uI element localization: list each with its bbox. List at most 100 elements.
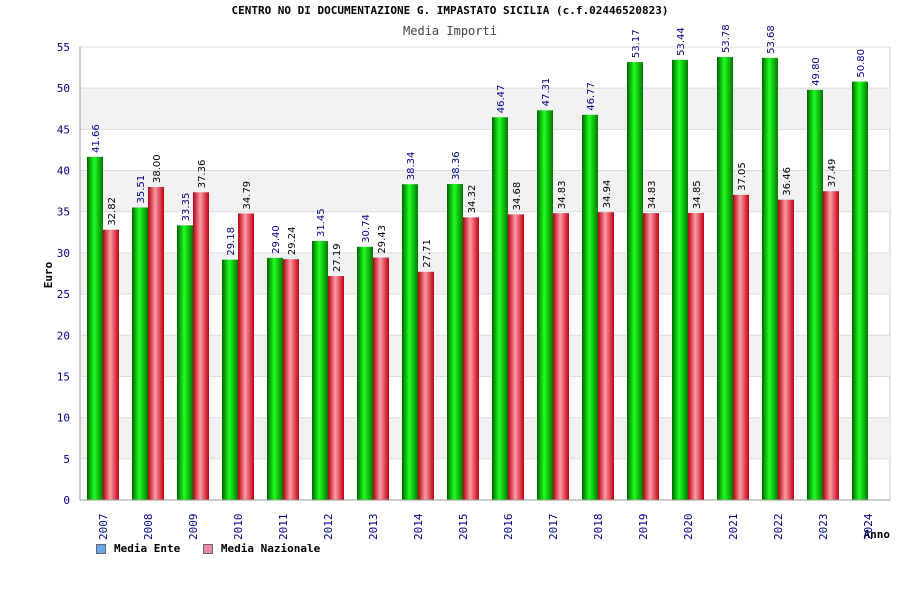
bar-ente (582, 114, 598, 500)
chart-legend: Media Ente Media Nazionale (96, 542, 336, 557)
bar-nazionale (643, 213, 659, 501)
value-label-ente: 50.80 (856, 49, 867, 78)
x-tick-label: 2019 (637, 514, 650, 541)
value-label-nazionale: 36.46 (782, 167, 793, 196)
value-label-nazionale: 27.19 (332, 243, 343, 272)
legend-item-nazionale: Media Nazionale (202, 542, 321, 555)
value-label-ente: 46.77 (586, 82, 597, 111)
bar-nazionale (373, 257, 389, 500)
bar-nazionale (823, 191, 839, 500)
value-label-ente: 31.45 (316, 208, 327, 237)
bar-nazionale (778, 199, 794, 500)
y-tick-label: 20 (57, 329, 70, 342)
chart-subtitle: Media Importi (403, 24, 497, 38)
bar-nazionale (508, 214, 524, 500)
x-tick-label: 2021 (727, 514, 740, 541)
value-label-nazionale: 34.83 (647, 180, 658, 209)
value-label-nazionale: 29.24 (287, 227, 298, 256)
y-tick-label: 45 (57, 123, 70, 136)
value-label-nazionale: 27.71 (422, 239, 433, 268)
x-tick-label: 2012 (322, 514, 335, 541)
value-label-ente: 49.80 (811, 57, 822, 86)
value-label-ente: 29.40 (271, 225, 282, 254)
y-tick-label: 0 (63, 494, 70, 507)
value-label-ente: 53.44 (676, 27, 687, 56)
legend-swatch-nazionale (202, 543, 213, 554)
bar-nazionale (598, 212, 614, 501)
value-label-ente: 53.78 (721, 24, 732, 53)
value-label-nazionale: 34.79 (242, 181, 253, 210)
bar-ente (177, 225, 193, 501)
value-label-nazionale: 29.43 (377, 225, 388, 254)
y-tick-label: 40 (57, 165, 70, 178)
x-tick-label: 2007 (97, 514, 110, 541)
legend-label-ente: Media Ente (114, 542, 181, 555)
y-tick-label: 25 (57, 288, 70, 301)
value-label-ente: 46.47 (496, 85, 507, 114)
value-label-ente: 33.35 (181, 193, 192, 222)
bar-ente (627, 62, 643, 501)
y-tick-label: 30 (57, 247, 70, 260)
y-tick-label: 55 (57, 41, 70, 54)
grid-band (80, 170, 890, 212)
bar-nazionale (148, 187, 164, 500)
bar-ente (87, 156, 103, 500)
x-tick-label: 2017 (547, 514, 560, 541)
bar-ente (492, 117, 508, 501)
x-tick-label: 2011 (277, 514, 290, 541)
bar-nazionale (688, 212, 704, 501)
x-tick-label: 2018 (592, 514, 605, 541)
value-label-ente: 47.31 (541, 78, 552, 107)
bar-nazionale (733, 194, 749, 501)
legend-label-nazionale: Media Nazionale (220, 542, 321, 555)
value-label-nazionale: 38.00 (152, 154, 163, 183)
legend-item-ente: Media Ente (96, 542, 180, 555)
x-axis-label: Anno (864, 528, 891, 541)
x-tick-label: 2015 (457, 514, 470, 541)
grid-band (80, 335, 890, 377)
bar-ente (312, 240, 328, 500)
value-label-ente: 53.68 (766, 25, 777, 54)
bar-ente (717, 57, 733, 500)
y-tick-label: 15 (57, 370, 70, 383)
grid-band (80, 417, 890, 459)
x-tick-label: 2022 (772, 514, 785, 541)
value-label-ente: 29.18 (226, 227, 237, 256)
x-tick-label: 2013 (367, 514, 380, 541)
y-tick-label: 35 (57, 206, 70, 219)
bar-nazionale (193, 192, 209, 500)
x-tick-label: 2016 (502, 514, 515, 541)
x-tick-label: 2009 (187, 514, 200, 541)
value-label-ente: 35.51 (136, 175, 147, 204)
value-label-nazionale: 37.49 (827, 159, 838, 188)
bar-nazionale (463, 217, 479, 500)
x-tick-label: 2024 (862, 513, 875, 540)
bar-ente (357, 246, 373, 500)
bar-ente (852, 81, 868, 501)
value-label-nazionale: 34.83 (557, 180, 568, 209)
bar-ente (537, 110, 553, 500)
bar-ente (447, 184, 463, 500)
value-label-nazionale: 37.05 (737, 162, 748, 191)
bar-ente (762, 57, 778, 500)
y-axis-label: Euro (42, 261, 55, 288)
value-label-ente: 30.74 (361, 214, 372, 243)
legend-swatch-ente (96, 543, 106, 554)
bar-nazionale (283, 259, 299, 500)
value-label-ente: 38.34 (406, 152, 417, 181)
bar-nazionale (553, 213, 569, 501)
value-label-ente: 41.66 (91, 124, 102, 153)
x-tick-label: 2010 (232, 514, 245, 541)
x-tick-label: 2023 (817, 514, 830, 541)
y-tick-label: 5 (63, 453, 70, 466)
x-tick-label: 2014 (412, 513, 425, 540)
value-label-nazionale: 34.32 (467, 185, 478, 214)
bar-nazionale (418, 271, 434, 500)
bar-nazionale (328, 276, 344, 500)
value-label-nazionale: 34.68 (512, 182, 523, 211)
x-tick-label: 2008 (142, 514, 155, 541)
y-tick-label: 10 (57, 412, 70, 425)
value-label-nazionale: 34.85 (692, 180, 703, 209)
value-label-nazionale: 37.36 (197, 160, 208, 189)
